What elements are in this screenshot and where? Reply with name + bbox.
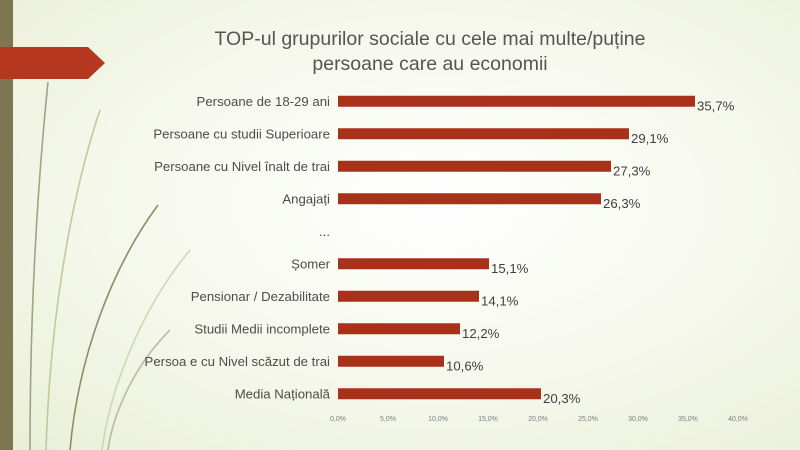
x-tick-label: 30,0%	[628, 416, 648, 423]
decor-curve	[101, 249, 191, 450]
category-label: Persoane cu studii Superioare	[153, 126, 330, 141]
category-label: ...	[319, 224, 330, 239]
value-label: 14,1%	[481, 293, 519, 308]
bar	[338, 290, 479, 302]
bar	[338, 258, 489, 270]
category-label: Persoa e cu Nivel scăzut de trai	[145, 354, 331, 369]
x-tick-label: 10,0%	[428, 416, 448, 423]
chart-title-line-1: TOP-ul grupurilor sociale cu cele mai mu…	[214, 28, 646, 50]
x-tick-label: 35,0%	[678, 416, 698, 423]
decor-curve	[107, 329, 171, 450]
category-label: Studii Medii incomplete	[194, 321, 330, 336]
x-tick-label: 25,0%	[578, 416, 598, 423]
bar	[338, 160, 611, 172]
left-sidebar-bar	[0, 0, 13, 450]
bar	[338, 95, 695, 107]
value-label: 12,2%	[462, 326, 500, 341]
x-tick-label: 5,0%	[380, 416, 396, 423]
category-label: Persoane de 18-29 ani	[197, 94, 331, 109]
bar	[338, 388, 541, 400]
chart-title: TOP-ul grupurilor sociale cu cele mai mu…	[150, 27, 710, 77]
bar	[338, 355, 444, 367]
value-label: 10,6%	[446, 358, 484, 373]
category-label: Persoane cu Nivel înalt de trai	[154, 159, 330, 174]
value-label: 27,3%	[613, 163, 651, 178]
value-label: 26,3%	[603, 196, 641, 211]
chart-title-line-2: persoane care au economii	[312, 53, 548, 75]
category-label: Angajați	[282, 191, 330, 206]
value-label: 15,1%	[491, 261, 529, 276]
decor-curve	[29, 81, 49, 450]
accent-arrow-shape	[0, 47, 105, 79]
category-label: Pensionar / Dezabilitate	[191, 289, 330, 304]
value-label: 35,7%	[697, 98, 735, 113]
bar	[338, 323, 460, 335]
value-label: 20,3%	[543, 391, 581, 406]
x-tick-label: 15,0%	[478, 416, 498, 423]
category-label: Șomer	[291, 256, 330, 271]
value-label: 29,1%	[631, 131, 669, 146]
x-tick-label: 20,0%	[528, 416, 548, 423]
decor-curve	[69, 204, 159, 450]
decor-curve	[45, 109, 101, 450]
bar	[338, 193, 601, 205]
category-label: Media Națională	[235, 386, 331, 401]
x-tick-label: 40,0%	[728, 416, 748, 423]
bar	[338, 128, 629, 140]
x-tick-label: 0,0%	[330, 416, 346, 423]
